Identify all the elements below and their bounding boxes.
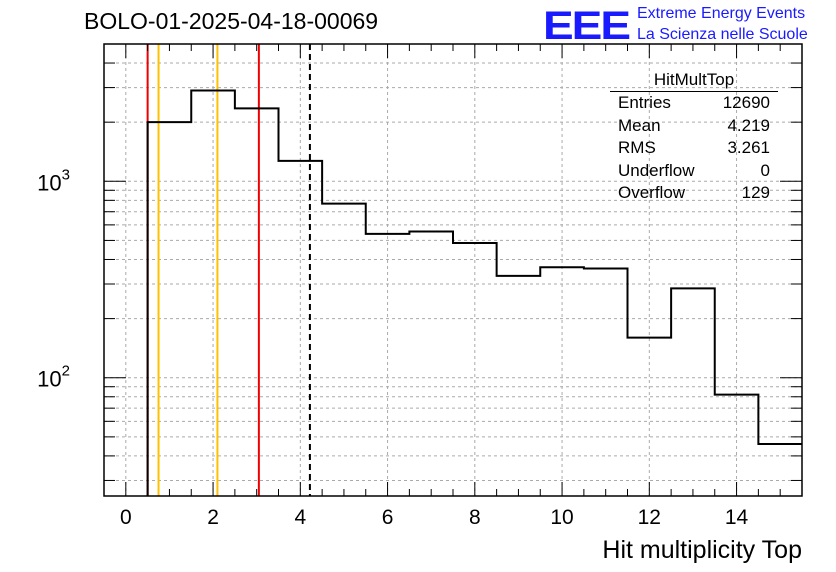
histogram-bin — [453, 243, 497, 496]
stat-value: 0 — [760, 160, 770, 180]
axis-ticks — [103, 43, 803, 496]
histogram-bin — [279, 161, 323, 496]
stat-label: Overflow — [618, 183, 686, 202]
x-tick-label: 4 — [294, 506, 306, 529]
stat-value: 129 — [741, 183, 770, 202]
histogram-bin — [191, 90, 235, 496]
stat-row-underflow: Underflow 0 — [610, 160, 778, 183]
y-tick-label: 102 — [37, 363, 70, 392]
histogram-bin — [235, 108, 279, 496]
histogram-bin — [322, 204, 366, 496]
tick-labels: 0 2 4 6 8 10 12 14 102 103 — [37, 166, 748, 529]
histogram-bin — [584, 268, 628, 496]
histogram-bin — [409, 232, 453, 496]
stat-value: 3.261 — [727, 138, 770, 157]
stat-label: RMS — [618, 138, 656, 157]
histogram-bins — [146, 89, 802, 496]
run-title: BOLO-01-2025-04-18-00069 — [84, 8, 379, 34]
stat-row-entries: Entries 12690 — [610, 92, 778, 115]
stats-box: HitMultTop Entries 12690 Mean 4.219 RMS … — [610, 70, 778, 205]
x-tick-label: 6 — [382, 506, 394, 529]
stat-label: Mean — [618, 115, 661, 135]
histogram-bin — [715, 395, 759, 496]
stat-row-overflow: Overflow 129 — [610, 182, 778, 205]
x-tick-label: 10 — [550, 506, 573, 529]
stat-value: 4.219 — [727, 115, 770, 135]
logo-line-2: La Scienza nelle Scuole — [637, 26, 808, 43]
stat-row-rms: RMS 3.261 — [610, 137, 778, 160]
x-tick-label: 2 — [207, 506, 219, 529]
histogram-outline — [146, 89, 802, 496]
x-tick-label: 8 — [469, 506, 481, 529]
y-tick-label: 103 — [37, 166, 70, 195]
eee-logo: EEE — [543, 2, 631, 48]
histogram-bin — [758, 444, 802, 496]
stats-title: HitMultTop — [610, 70, 778, 92]
histogram-bin — [671, 288, 715, 496]
stat-label: Underflow — [618, 160, 695, 180]
stat-row-mean: Mean 4.219 — [610, 115, 778, 138]
histogram-bin — [148, 122, 192, 496]
histogram-bin — [628, 338, 672, 496]
logo-caption: Extreme Energy Events La Scienza nelle S… — [637, 3, 808, 45]
stat-label: Entries — [618, 93, 671, 112]
x-tick-label: 0 — [120, 506, 132, 529]
x-tick-label: 12 — [638, 506, 661, 529]
logo-line-1: Extreme Energy Events — [637, 5, 806, 22]
histogram-bin — [497, 276, 541, 496]
stat-value: 12690 — [722, 93, 770, 112]
histogram-bin — [540, 267, 584, 496]
x-tick-label: 14 — [725, 506, 749, 529]
histogram-bin — [366, 234, 410, 496]
x-axis-label: Hit multiplicity Top — [602, 536, 802, 564]
